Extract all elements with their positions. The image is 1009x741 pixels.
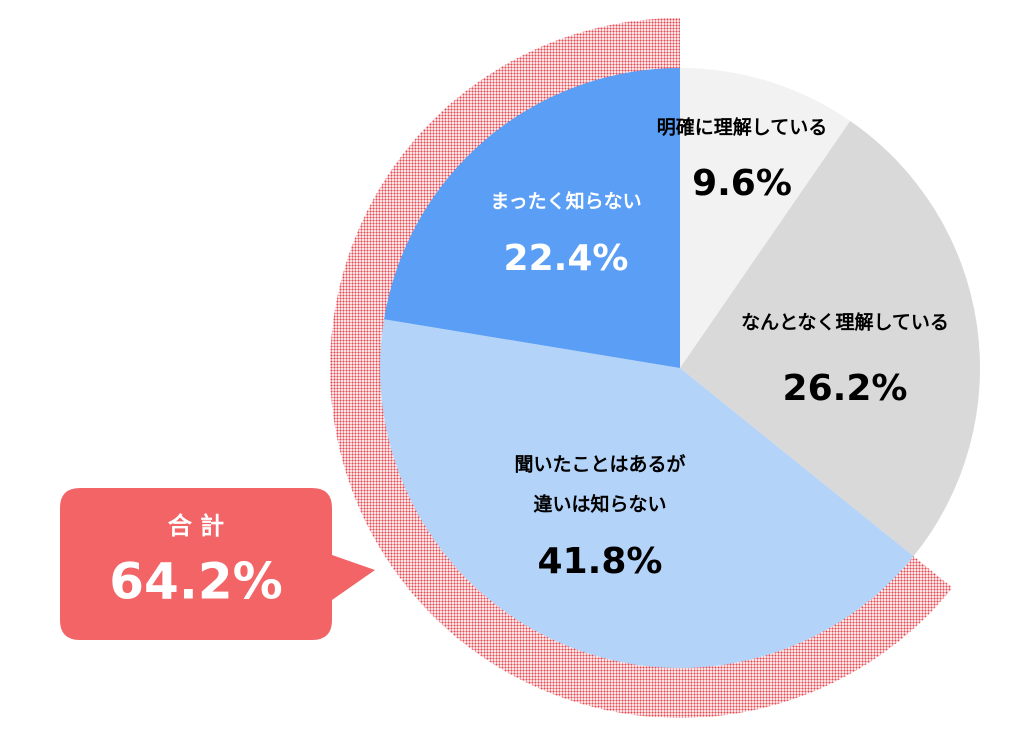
slice-value-label: 9.6% <box>692 163 792 204</box>
slice-label: なんとなく理解している <box>741 311 949 334</box>
slice-label: 違いは知らない <box>533 493 666 516</box>
pie-slice <box>379 319 914 669</box>
pie-slice <box>383 68 680 368</box>
slice-label: 明確に理解している <box>657 116 827 139</box>
slice-value-label: 41.8% <box>538 541 663 582</box>
pie-slice <box>680 68 851 368</box>
slice-value-label: 26.2% <box>783 368 908 409</box>
pie-slice <box>680 120 980 557</box>
callout-value: 64.2% <box>109 553 282 611</box>
slice-label: まったく知らない <box>490 190 641 213</box>
callout-box <box>60 488 375 640</box>
slice-label: 聞いたことはあるが <box>514 453 685 476</box>
callout-label: 合 計 <box>168 512 224 540</box>
slice-value-label: 22.4% <box>504 238 629 279</box>
